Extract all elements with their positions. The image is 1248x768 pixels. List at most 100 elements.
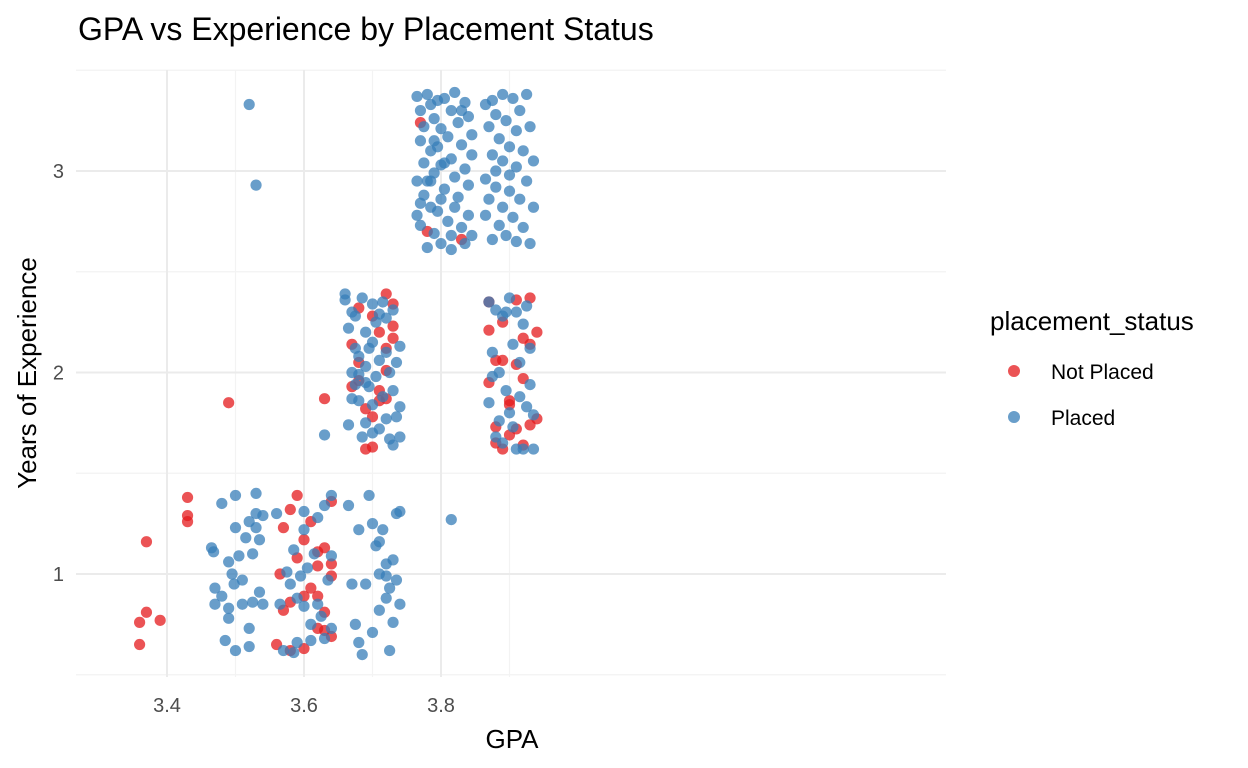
point-placed [223,556,235,568]
point-placed [394,431,406,443]
point-not-placed [154,614,166,626]
legend-item-not-placed: Not Placed [1008,361,1154,384]
legend-label-placed: Placed [1051,407,1115,430]
point-placed [493,366,505,379]
point-placed [500,115,512,127]
point-placed [517,318,529,330]
legend-item-placed: Placed [1008,407,1115,430]
point-placed [442,131,454,143]
point-placed [449,201,461,213]
point-not-placed [140,536,153,548]
point-placed [253,534,266,546]
point-placed [342,419,355,431]
point-placed [455,139,468,151]
point-placed [521,175,533,187]
point-placed [233,550,245,562]
point-placed [445,513,457,526]
point-placed [394,598,406,610]
point-placed [291,636,303,649]
point-placed [243,98,255,111]
point-placed [349,618,361,630]
x-axis-ticks: 3.4 3.6 3.8 [153,695,455,717]
point-not-placed [312,560,324,572]
point-placed [257,598,269,610]
point-placed [209,598,221,610]
point-placed [277,644,290,657]
point-placed [250,522,262,534]
point-placed [356,431,368,443]
point-placed [527,155,540,167]
point-placed [360,360,372,373]
point-placed [305,618,317,630]
y-tick-label: 1 [53,564,64,586]
point-placed [298,524,310,536]
point-placed [366,399,379,411]
point-placed [438,92,451,105]
point-placed [207,546,220,558]
point-placed [510,125,522,137]
point-placed [240,532,252,544]
point-placed [384,366,396,379]
point-placed [503,292,516,304]
point-placed [483,397,495,409]
legend-swatch-not-placed [1008,365,1020,377]
point-placed [486,149,498,161]
point-placed [353,368,365,381]
point-placed [312,511,324,524]
point-not-placed [387,320,399,332]
point-placed [281,566,293,578]
point-placed [510,235,522,248]
point-placed [366,518,379,530]
point-placed [298,600,310,612]
point-not-placed [503,399,516,411]
point-placed [356,292,368,304]
point-placed [524,121,536,133]
point-placed [414,104,427,117]
y-axis-title: Years of Experience [12,257,42,489]
point-placed [431,205,444,217]
point-placed [521,401,533,413]
point-placed [500,229,512,242]
point-placed [360,578,372,590]
point-placed [301,562,314,574]
point-placed [223,612,235,624]
point-placed [390,411,403,423]
point-placed [497,201,509,213]
point-placed [228,578,240,590]
point-placed [514,104,526,117]
point-placed [360,417,372,429]
point-placed [438,157,451,169]
point-placed [274,598,286,610]
point-placed [414,135,427,147]
point-placed [521,88,533,101]
point-placed [322,574,334,586]
legend-title: placement_status [990,306,1194,336]
point-placed [449,86,461,99]
point-placed [490,165,502,177]
point-placed [421,88,433,101]
point-not-placed [140,606,153,618]
data-points [134,86,543,661]
point-placed [462,209,474,221]
point-placed [455,104,468,117]
point-placed [497,437,509,449]
point-placed [288,646,300,659]
point-placed [387,554,399,566]
point-placed [305,634,317,647]
point-placed [418,157,430,169]
series-placed [205,86,540,661]
point-not-placed [181,516,194,528]
point-placed [428,113,440,125]
point-placed [514,193,526,205]
point-placed [442,215,454,227]
point-not-placed [223,397,235,409]
point-placed [418,121,430,133]
point-placed [318,429,331,441]
legend-swatch-placed [1008,411,1020,423]
point-placed [298,505,310,518]
point-placed [445,104,457,117]
point-placed [479,173,492,185]
point-placed [483,193,495,205]
point-placed [284,578,296,590]
point-placed [226,568,238,580]
